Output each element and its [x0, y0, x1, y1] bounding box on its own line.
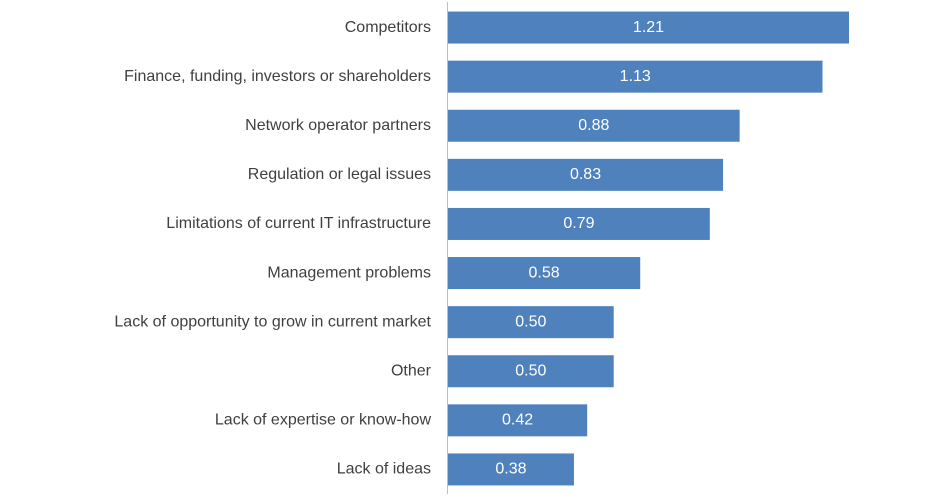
- value-label: 0.79: [563, 215, 594, 232]
- category-label: Competitors: [345, 19, 431, 36]
- bar: [448, 207, 710, 240]
- value-label: 0.83: [570, 166, 601, 183]
- category-label: Lack of ideas: [337, 461, 431, 478]
- value-label: 0.50: [515, 362, 546, 379]
- value-label: 0.88: [578, 117, 609, 134]
- value-label: 1.13: [620, 68, 651, 85]
- category-label: Network operator partners: [245, 117, 431, 134]
- category-label: Management problems: [267, 264, 431, 281]
- value-label: 0.42: [502, 412, 533, 429]
- bar: [448, 355, 614, 388]
- category-label: Finance, funding, investors or sharehold…: [124, 68, 431, 85]
- category-label: Limitations of current IT infrastructure: [166, 215, 431, 232]
- value-label: 1.21: [633, 19, 664, 36]
- bar: [448, 306, 614, 339]
- category-label: Other: [391, 362, 432, 379]
- bar: [448, 11, 849, 44]
- value-label: 0.38: [495, 461, 526, 478]
- category-label: Lack of expertise or know-how: [215, 412, 432, 429]
- value-label: 0.58: [529, 264, 560, 281]
- category-label: Lack of opportunity to grow in current m…: [114, 313, 431, 330]
- bar: [448, 453, 574, 486]
- bar: [448, 404, 588, 437]
- category-label: Regulation or legal issues: [248, 166, 431, 183]
- bar: [448, 60, 823, 93]
- bar: [448, 158, 724, 191]
- bar: [448, 257, 641, 290]
- bar: [448, 109, 740, 142]
- value-label: 0.50: [515, 313, 546, 330]
